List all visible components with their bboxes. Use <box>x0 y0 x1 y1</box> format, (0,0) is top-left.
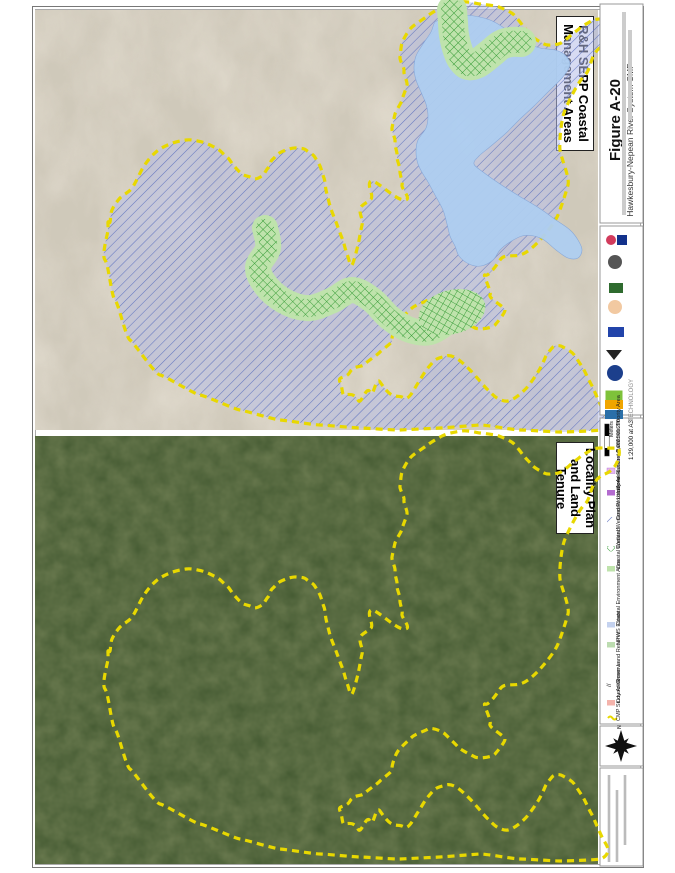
svg-text:Meters: Meters <box>609 421 615 437</box>
svg-text:N: N <box>617 725 623 729</box>
svg-text:250: 250 <box>616 419 622 428</box>
svg-text:Figure A-20: Figure A-20 <box>607 79 624 161</box>
svg-text:TECHNOLOGY: TECHNOLOGY <box>629 379 635 421</box>
svg-text:1:29,000 at A3: 1:29,000 at A3 <box>628 420 635 460</box>
svg-text://: // <box>606 683 613 687</box>
svg-text:500: 500 <box>616 429 622 438</box>
